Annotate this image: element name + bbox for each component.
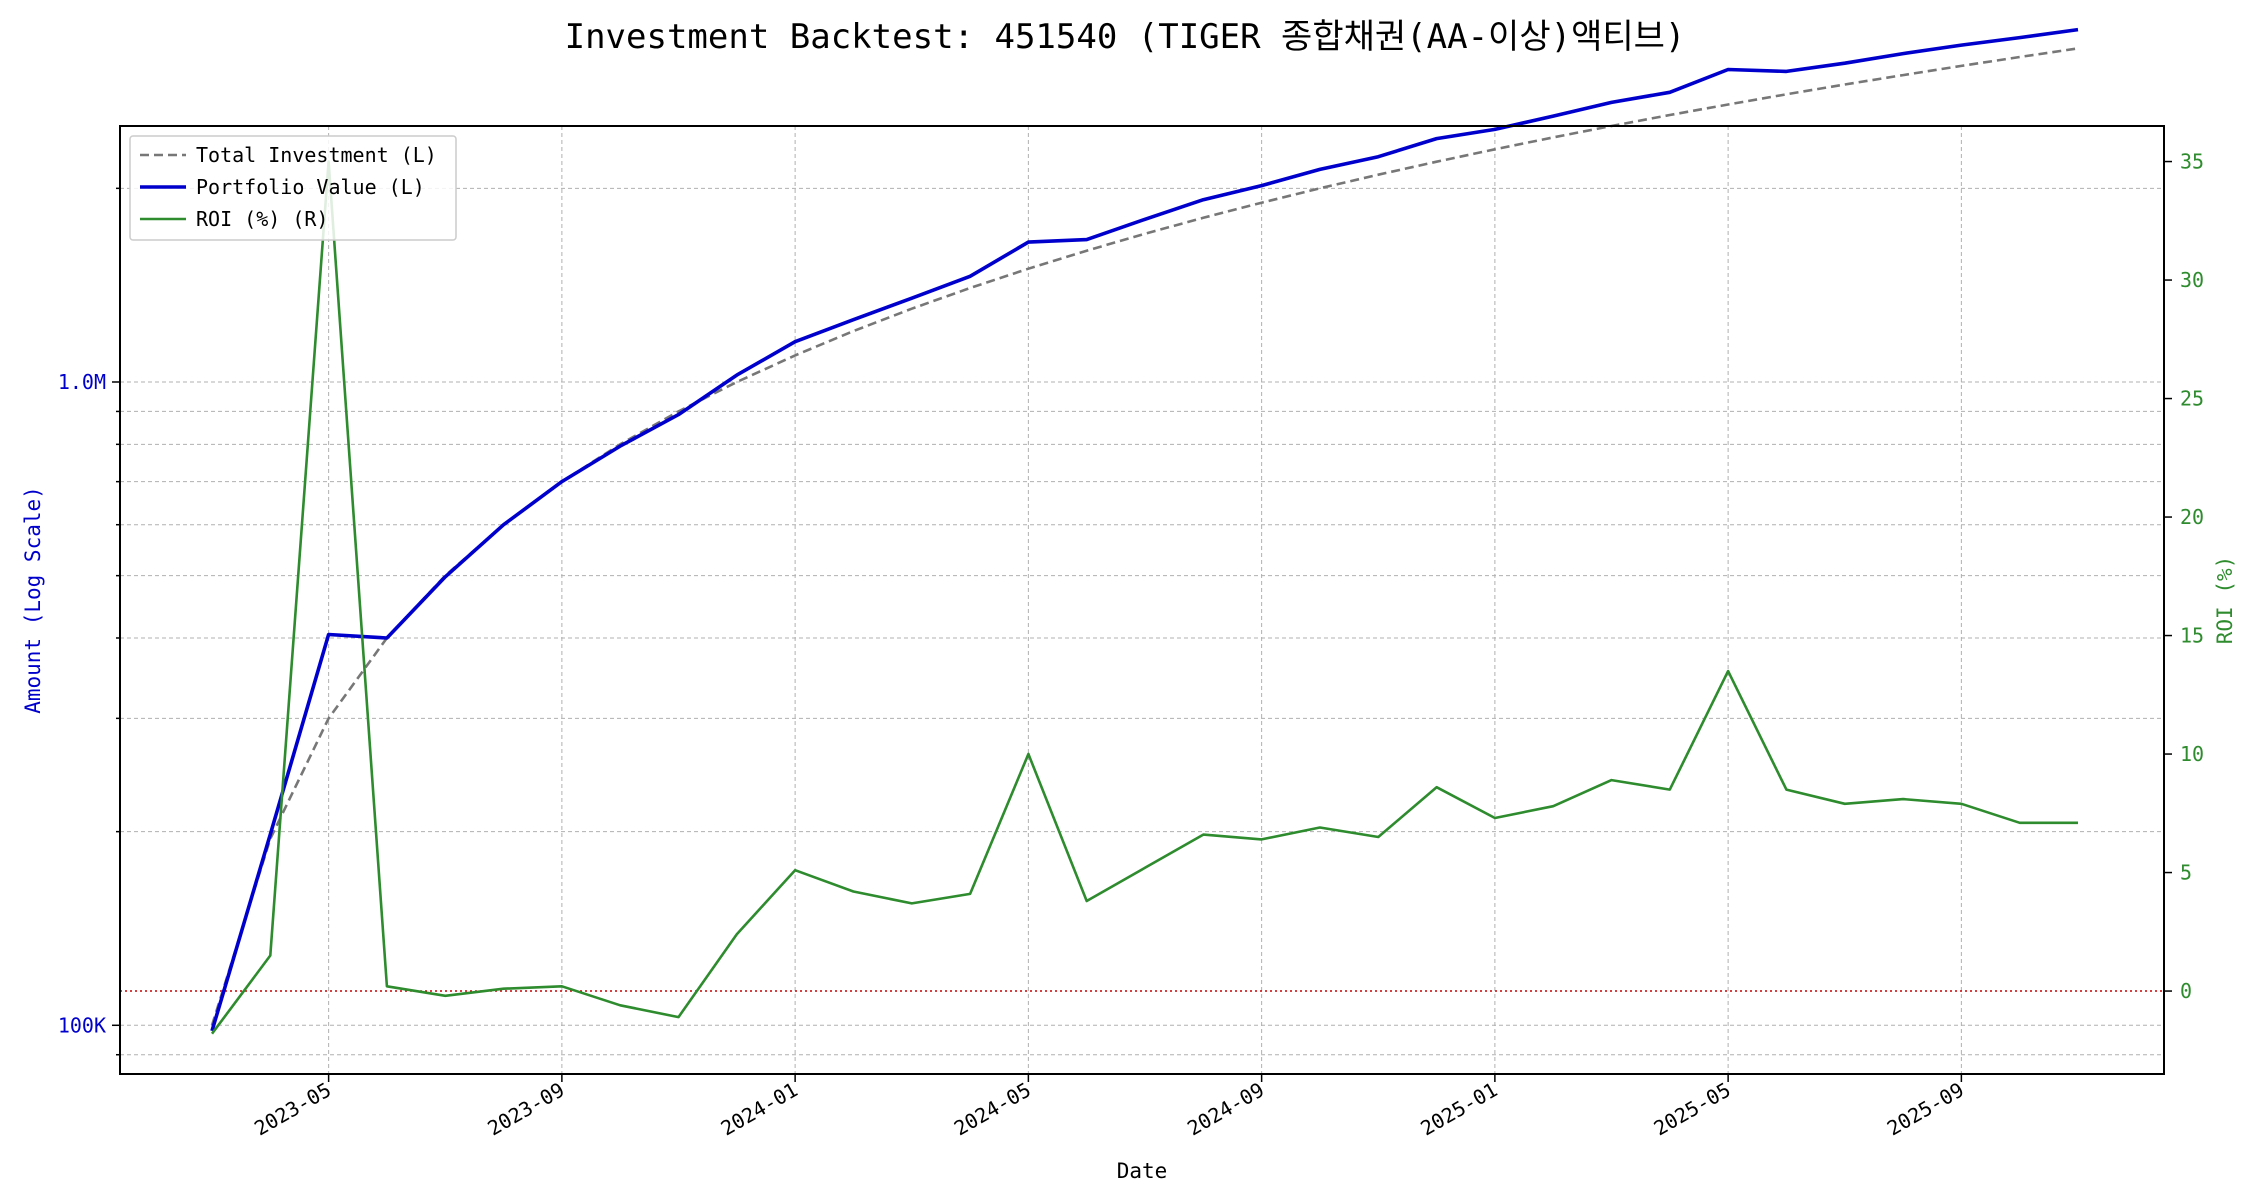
- legend: Total Investment (L) Portfolio Value (L) R…: [129, 135, 457, 241]
- series-line-1: [210, 27, 2079, 1032]
- series-layer: [210, 27, 2079, 1035]
- x-tick-label: 2023-09: [483, 1078, 568, 1141]
- left-tick-label: 100K: [58, 1013, 106, 1037]
- x-axis-label: Date: [1117, 1159, 1168, 1183]
- legend-box: [129, 135, 457, 241]
- legend-label-2: ROI (%) (R): [196, 207, 328, 231]
- right-tick-label: 15: [2180, 624, 2204, 648]
- x-tick-label: 2025-09: [1883, 1078, 1968, 1141]
- legend-label-0: Total Investment (L): [196, 143, 437, 167]
- x-tick-label: 2024-01: [717, 1078, 802, 1141]
- left-axis-label: Amount (Log Scale): [21, 486, 45, 714]
- left-tick-label: 1.0M: [58, 370, 106, 394]
- x-tick-label: 2025-05: [1650, 1078, 1735, 1141]
- x-tick-label: 2024-05: [950, 1078, 1035, 1141]
- right-tick-label: 5: [2180, 861, 2192, 885]
- right-axis-label: ROI (%): [2213, 556, 2237, 645]
- chart-title: Investment Backtest: 451540 (TIGER 종합채권(…: [565, 17, 1686, 57]
- right-tick-label: 0: [2180, 979, 2192, 1003]
- right-tick-label: 35: [2180, 150, 2204, 174]
- right-tick-label: 25: [2180, 387, 2204, 411]
- x-tick-label: 2024-09: [1183, 1078, 1268, 1141]
- right-tick-label: 30: [2180, 268, 2204, 292]
- x-axis-ticks: 2023-05 2023-09 2024-01 2024-05 2024-09 2025-…: [250, 1074, 1968, 1140]
- x-tick-label: 2025-01: [1416, 1078, 1501, 1141]
- x-tick-label: 2023-05: [250, 1078, 335, 1141]
- right-tick-label: 10: [2180, 742, 2204, 766]
- legend-label-1: Portfolio Value (L): [196, 175, 425, 199]
- grid: [120, 126, 2164, 1074]
- right-axis-ticks: 0 5 10 15 20 25 30 35: [2164, 150, 2204, 1003]
- right-tick-label: 20: [2180, 505, 2204, 529]
- plot-frame: [119, 125, 2165, 1075]
- series-line-2: [210, 160, 2078, 1035]
- series-line-0: [210, 47, 2079, 1026]
- left-axis-ticks: 100K 1.0M: [58, 187, 120, 1056]
